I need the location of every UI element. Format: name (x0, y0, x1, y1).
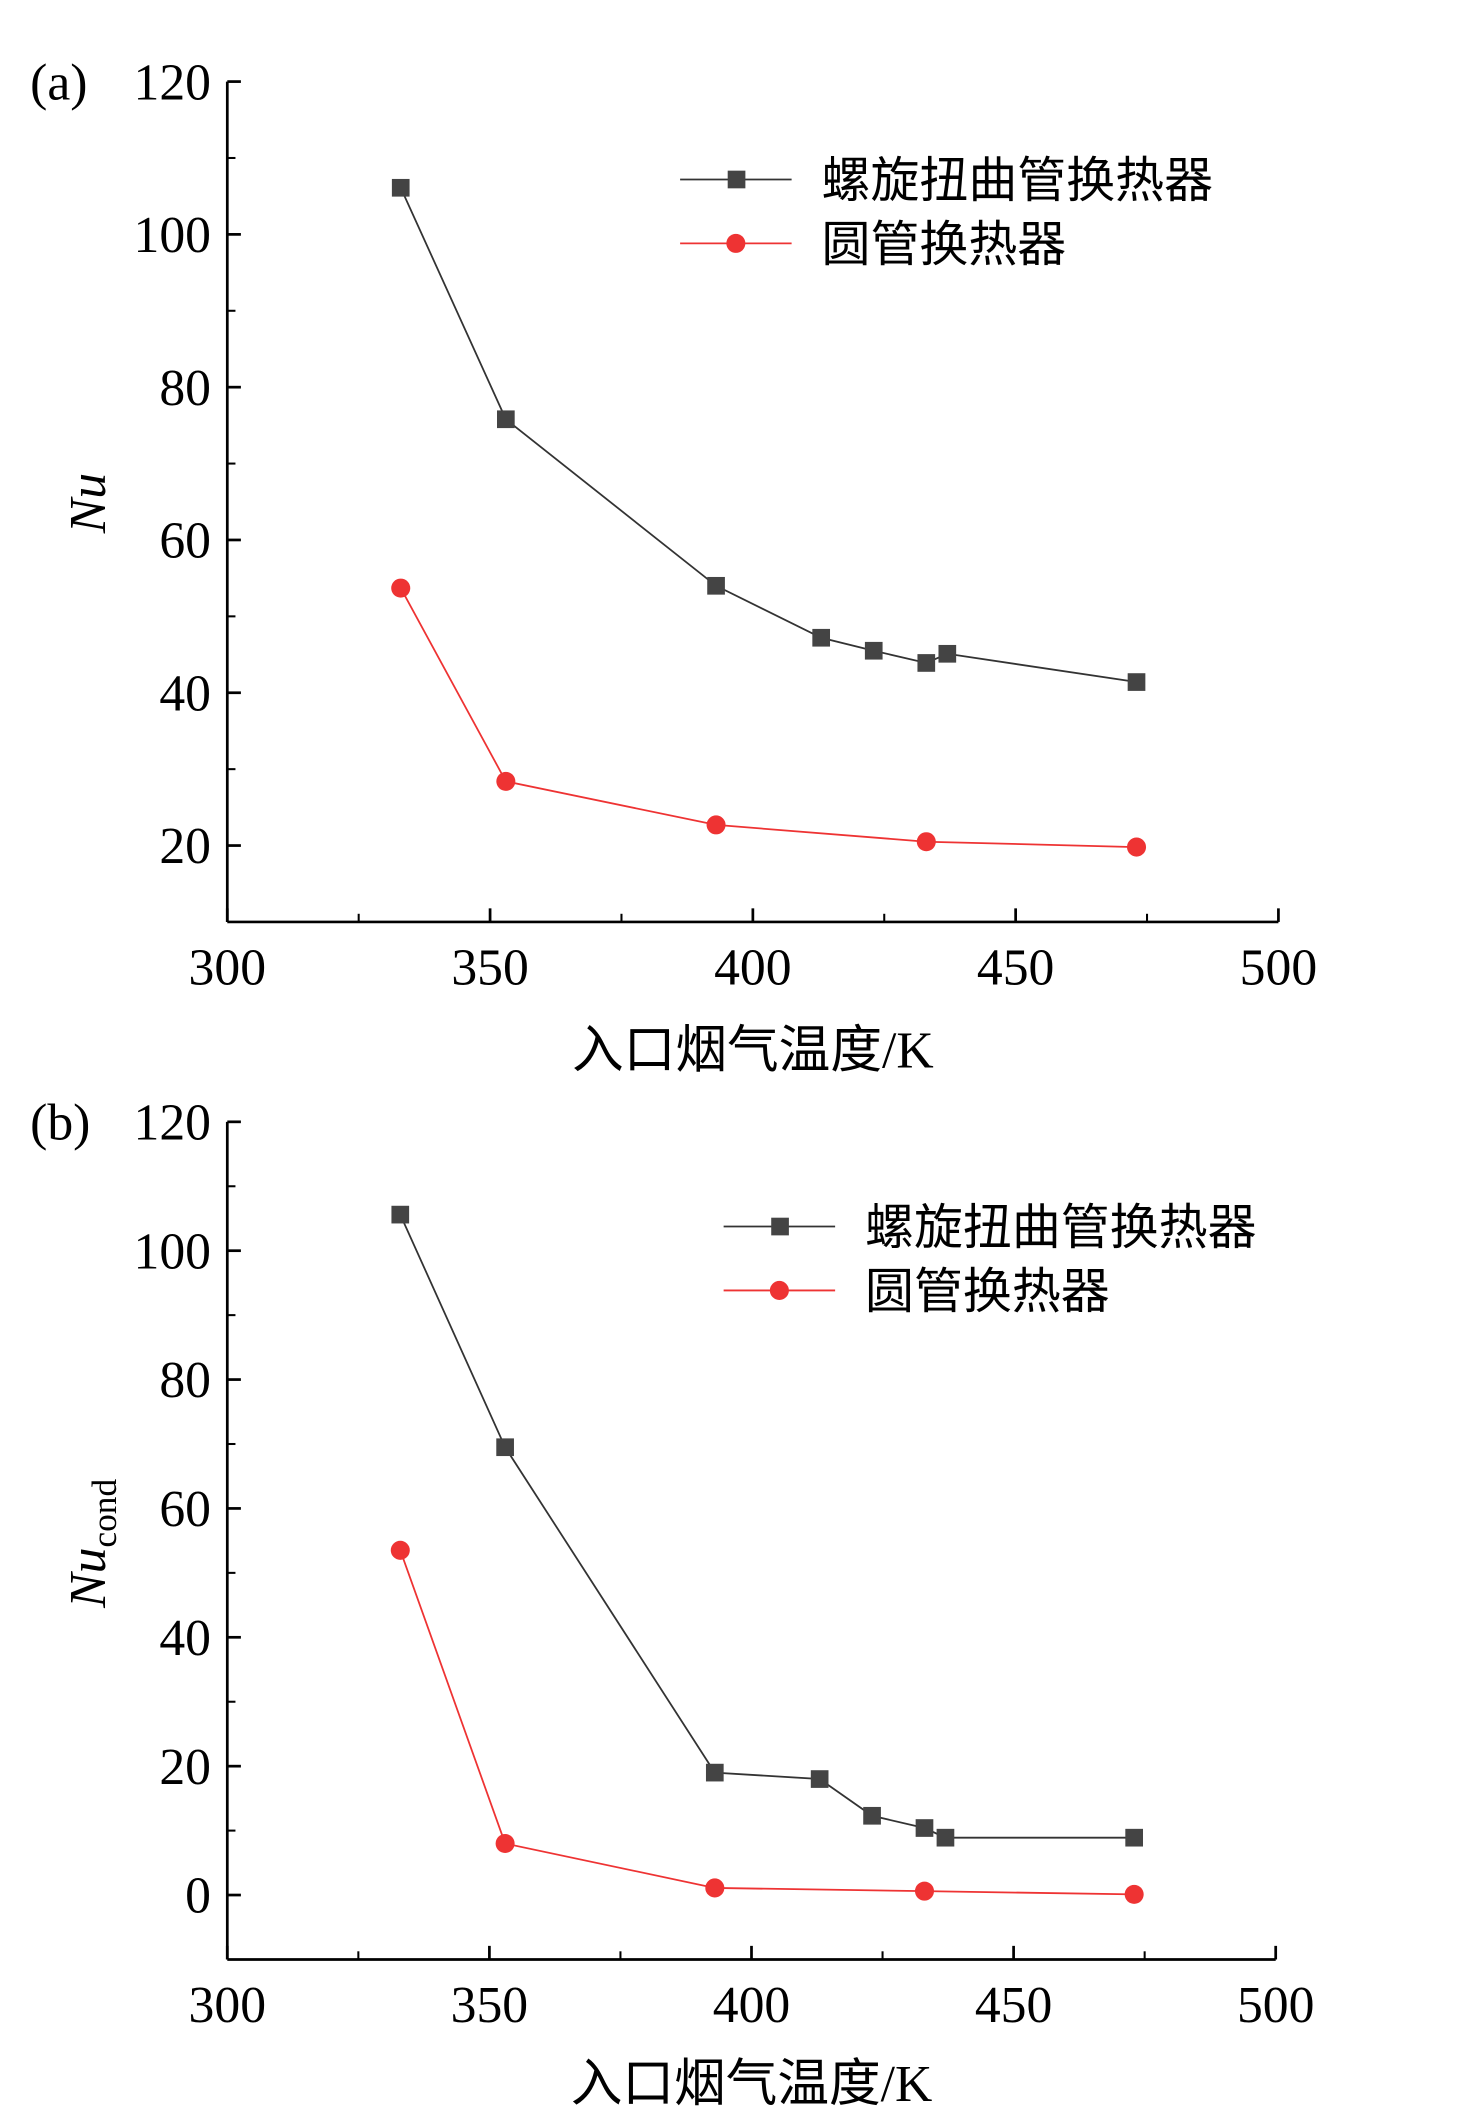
data-point-square (391, 178, 410, 197)
data-point-square (707, 576, 725, 595)
x-tick-label: 400 (713, 1977, 790, 2034)
y-tick-label: 40 (159, 665, 211, 722)
legend-marker-square (727, 170, 746, 189)
y-axis-label-main: Nu (60, 1548, 117, 1609)
data-point-circle (916, 832, 936, 852)
legend-label: 螺旋扭曲管换热器 (865, 1200, 1257, 1255)
data-point-square (917, 654, 936, 672)
y-tick-label: 80 (159, 1352, 211, 1409)
x-axis-label: 入口烟气温度/K (571, 2056, 933, 2113)
panel-label: (a) (30, 54, 87, 111)
y-axis-label-main: Nu (60, 473, 117, 534)
x-tick-label: 400 (714, 939, 791, 996)
data-point-circle (390, 1540, 410, 1560)
x-tick-label: 300 (189, 939, 266, 996)
data-point-square (705, 1763, 724, 1782)
x-tick-label: 300 (189, 1977, 266, 2034)
legend-label: 圆管换热器 (822, 217, 1067, 272)
series-line-1 (399, 587, 1137, 848)
x-tick-label: 500 (1240, 939, 1317, 996)
data-point-square (938, 644, 957, 663)
data-point-circle (1126, 837, 1147, 857)
y-tick-label: 100 (133, 207, 210, 264)
data-point-circle (706, 815, 726, 835)
chart-panel-0: 300 350 400 450 500 20 40 60 80 100 120 (a) 入口烟气温度/K… (30, 54, 1317, 1079)
y-tick-label: 40 (159, 1610, 211, 1667)
y-axis-label-subscript: cond (84, 1479, 124, 1548)
data-point-circle (1124, 1884, 1144, 1904)
y-tick-label: 100 (133, 1223, 210, 1280)
legend-marker-circle (769, 1280, 789, 1300)
y-tick-label: 120 (133, 54, 210, 111)
x-tick-label: 450 (975, 1977, 1052, 2034)
legend-marker-square (771, 1217, 789, 1236)
legend-label: 圆管换热器 (865, 1264, 1110, 1319)
x-tick-label: 350 (451, 939, 528, 996)
data-point-square (391, 1205, 410, 1224)
data-point-circle (391, 578, 411, 598)
x-axis-label: 入口烟气温度/K (572, 1022, 934, 1079)
y-tick-label: 60 (159, 1481, 211, 1538)
legend-label: 螺旋扭曲管换热器 (822, 153, 1214, 208)
panel-label: (b) (30, 1095, 90, 1152)
data-point-square (863, 1806, 881, 1825)
data-point-square (496, 1438, 514, 1457)
data-point-square (1125, 1828, 1144, 1847)
data-point-square (1127, 673, 1146, 691)
y-tick-label: 120 (133, 1095, 210, 1152)
data-point-circle (914, 1881, 935, 1901)
y-tick-label: 20 (159, 818, 211, 875)
y-tick-label: 0 (185, 1868, 211, 1925)
y-tick-label: 80 (159, 360, 211, 417)
y-tick-label: 20 (159, 1739, 211, 1796)
data-point-circle (496, 771, 516, 791)
data-point-square (936, 1828, 955, 1847)
y-tick-label: 60 (159, 513, 211, 570)
data-point-square (915, 1819, 934, 1837)
data-point-circle (705, 1878, 725, 1898)
x-tick-label: 350 (451, 1977, 528, 2034)
data-point-square (497, 410, 515, 429)
data-point-circle (495, 1833, 515, 1854)
x-tick-label: 500 (1237, 1977, 1314, 2034)
chart-panel-1: 300 350 400 450 500 0 20 40 60 80 100 120 (b) 入口烟气温度/… (30, 1095, 1314, 2113)
data-point-square (864, 641, 883, 660)
legend-marker-circle (726, 233, 746, 253)
data-point-square (812, 628, 831, 647)
x-tick-label: 450 (977, 939, 1054, 996)
data-point-square (810, 1770, 829, 1788)
y-axis-label: Nu (60, 473, 117, 534)
y-axis-label: Nucond (60, 1479, 124, 1609)
